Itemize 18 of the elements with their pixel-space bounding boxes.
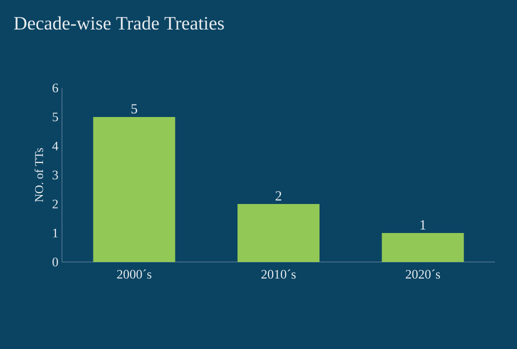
y-tick-label: 4 — [52, 142, 58, 150]
bar — [238, 204, 320, 262]
y-tick-label: 2 — [52, 200, 58, 208]
bar — [93, 117, 176, 262]
data-label: 1 — [420, 220, 426, 230]
y-tick-label: 6 — [52, 84, 58, 92]
data-label: 2 — [276, 191, 282, 200]
y-axis-title: NO. of TTs — [34, 148, 44, 202]
y-tick-label: 1 — [53, 228, 58, 238]
chart-title: Decade-wise Trade Treaties — [14, 16, 224, 30]
bar — [382, 233, 464, 262]
y-tick-label: 3 — [52, 170, 58, 180]
y-tick-label: 5 — [52, 112, 58, 122]
x-tick-label: 2000´s — [117, 270, 152, 279]
x-tick-label: 2010´s — [261, 270, 296, 279]
x-tick-label: 2020´s — [406, 270, 440, 279]
data-label: 5 — [132, 104, 138, 114]
y-tick-label: 0 — [52, 258, 58, 266]
